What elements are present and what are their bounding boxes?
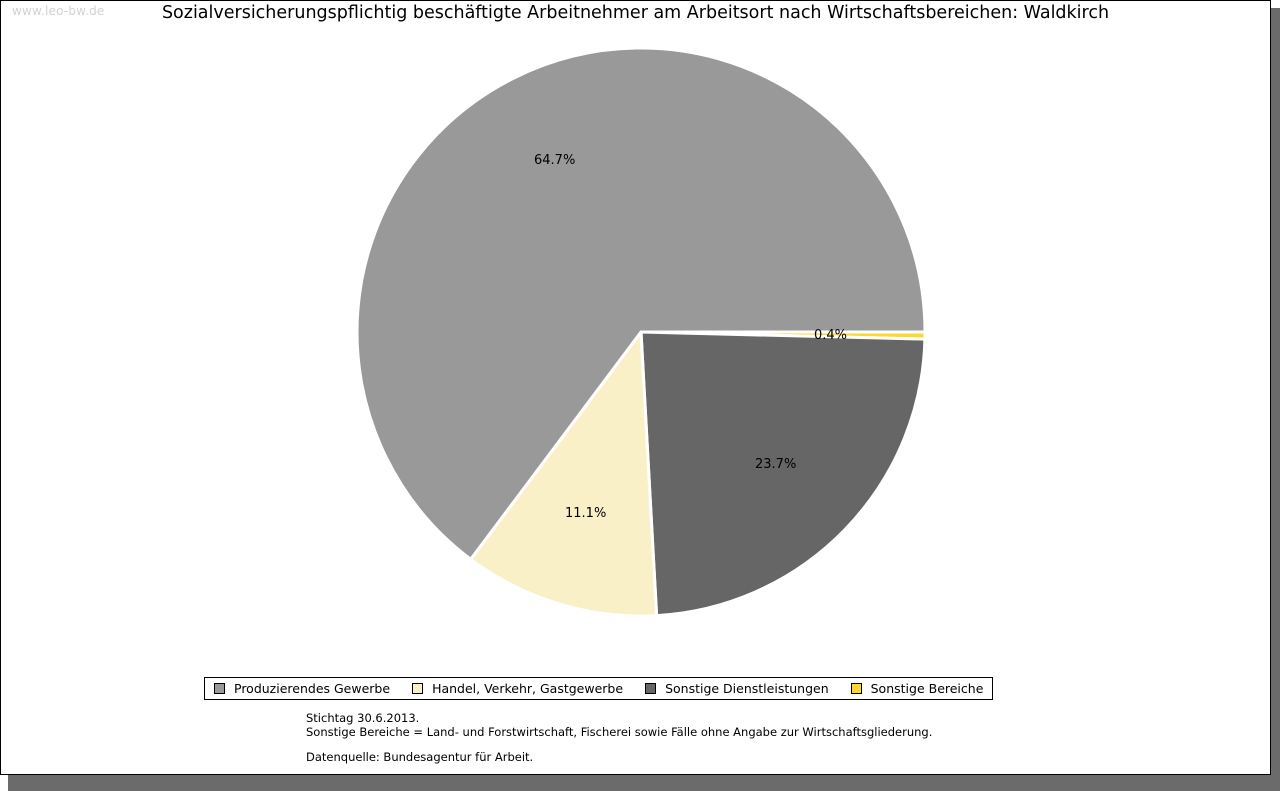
pie-slice[interactable] <box>355 46 927 562</box>
legend-item-sonstige-bereiche[interactable]: Sonstige Bereiche <box>850 681 984 696</box>
legend-swatch-icon <box>645 683 657 694</box>
pie-chart: 64.7% 0.4% 23.7% 11.1% <box>340 30 950 640</box>
pie-slices-group <box>355 46 927 618</box>
pie-slice-value-label: 23.7% <box>755 457 797 472</box>
legend-label: Sonstige Bereiche <box>870 681 984 696</box>
legend-label: Handel, Verkehr, Gastgewerbe <box>432 681 624 696</box>
legend-item-sonstige-dienstleistungen[interactable]: Sonstige Dienstleistungen <box>645 681 829 696</box>
legend-swatch-icon <box>412 683 424 694</box>
footnote-stichtag: Stichtag 30.6.2013. <box>306 711 420 725</box>
pie-svg <box>355 46 927 618</box>
legend-label: Sonstige Dienstleistungen <box>665 681 829 696</box>
chart-footnotes: Stichtag 30.6.2013. Sonstige Bereiche = … <box>306 711 933 765</box>
pie-slice-value-label: 64.7% <box>534 153 576 168</box>
frame-shadow-bottom <box>8 775 1280 791</box>
page-title: Sozialversicherungspflichtig beschäftigt… <box>161 3 1110 23</box>
legend-label: Produzierendes Gewerbe <box>234 681 391 696</box>
pie-slice[interactable] <box>468 327 659 618</box>
chart-legend: Produzierendes Gewerbe Handel, Verkehr, … <box>204 677 994 700</box>
legend-swatch-icon <box>214 683 225 694</box>
legend-item-produzierendes-gewerbe[interactable]: Produzierendes Gewerbe <box>214 681 390 696</box>
pie-slice[interactable] <box>639 330 927 618</box>
watermark: www.leo-bw.de <box>12 4 105 18</box>
pie-slice-value-label: 11.1% <box>565 506 607 521</box>
pie-slice-value-label: 0.4% <box>814 328 848 343</box>
footnote-datenquelle: Datenquelle: Bundesagentur für Arbeit. <box>306 750 534 764</box>
frame-shadow-right <box>1271 8 1280 791</box>
footnote-definition: Sonstige Bereiche = Land- und Forstwirts… <box>306 724 933 739</box>
legend-swatch-icon <box>850 683 862 694</box>
legend-item-handel-verkehr-gastgewerbe[interactable]: Handel, Verkehr, Gastgewerbe <box>412 681 623 696</box>
